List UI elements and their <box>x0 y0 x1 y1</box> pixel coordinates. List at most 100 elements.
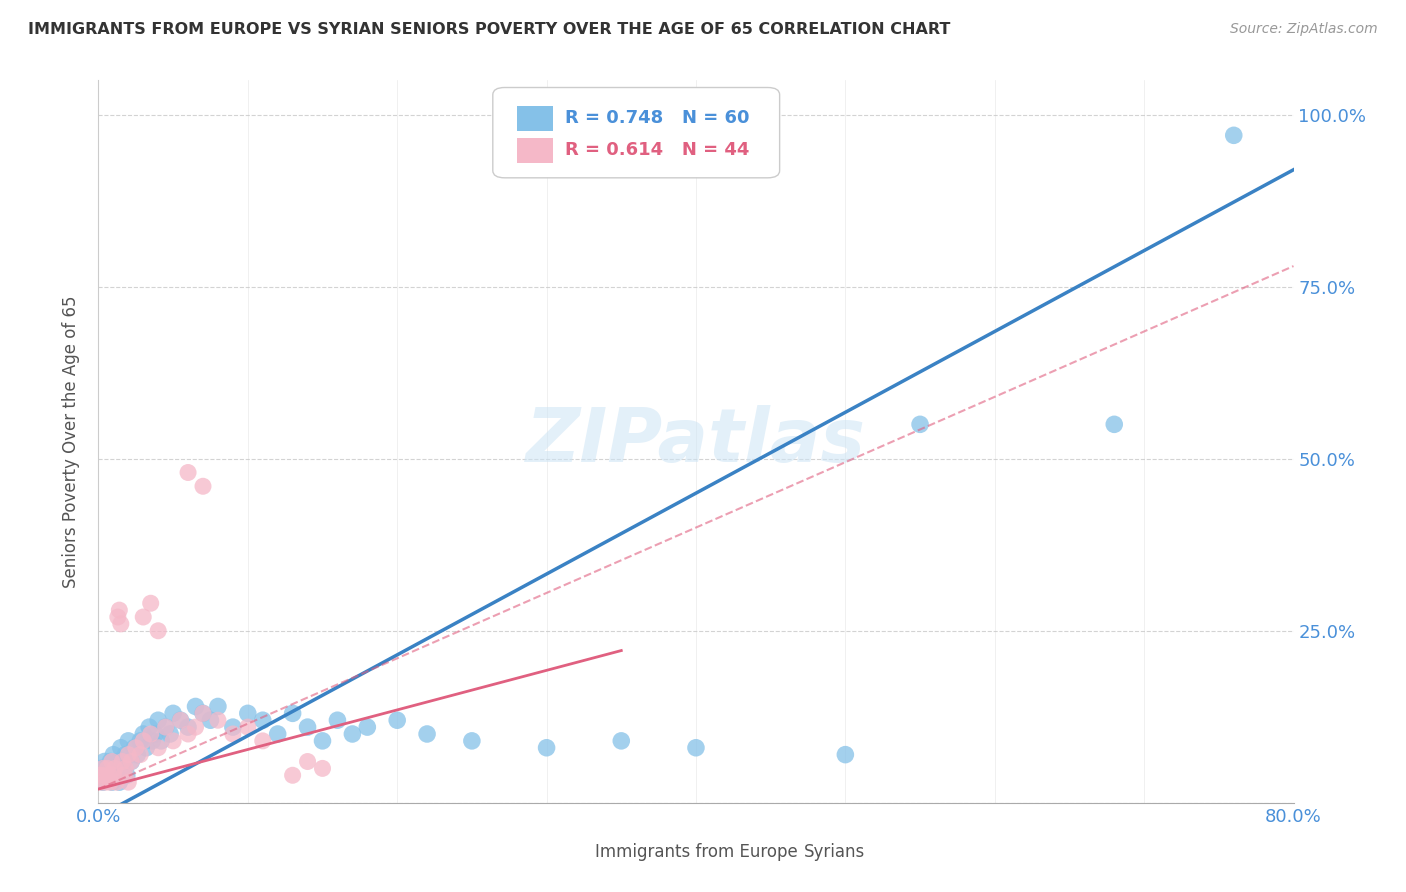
Point <box>143 727 166 741</box>
Point <box>114 747 136 762</box>
FancyBboxPatch shape <box>547 838 572 857</box>
Point <box>148 624 170 638</box>
Point <box>104 761 127 775</box>
Point <box>297 720 319 734</box>
Point <box>129 747 152 762</box>
Point <box>191 706 214 721</box>
Point <box>252 713 274 727</box>
FancyBboxPatch shape <box>517 138 553 163</box>
Point <box>117 747 139 762</box>
Point <box>117 734 139 748</box>
Point <box>97 768 120 782</box>
Point <box>311 761 333 775</box>
Point <box>184 720 207 734</box>
Point <box>115 768 138 782</box>
Point <box>177 727 200 741</box>
Point <box>297 755 319 769</box>
Point <box>90 775 112 789</box>
Point <box>162 734 184 748</box>
Point <box>267 727 290 741</box>
Point <box>93 768 115 782</box>
Point <box>610 734 633 748</box>
Point <box>96 761 118 775</box>
Point <box>461 734 484 748</box>
Point <box>105 768 128 782</box>
Point <box>162 706 184 721</box>
Point <box>110 740 132 755</box>
Point <box>108 603 131 617</box>
Point <box>148 713 170 727</box>
Point <box>104 761 127 775</box>
Text: Immigrants from Europe: Immigrants from Europe <box>595 843 797 861</box>
Point <box>1104 417 1126 432</box>
Point <box>127 747 149 762</box>
Point <box>96 761 118 775</box>
Point <box>120 755 142 769</box>
Point <box>117 775 139 789</box>
Text: ZIPatlas: ZIPatlas <box>526 405 866 478</box>
Point <box>342 727 364 741</box>
Point <box>129 734 152 748</box>
Point <box>103 768 125 782</box>
Point <box>110 616 132 631</box>
Point <box>236 706 259 721</box>
Point <box>132 727 155 741</box>
Point <box>93 755 115 769</box>
Point <box>139 596 162 610</box>
Point <box>108 775 131 789</box>
Point <box>834 747 856 762</box>
Point <box>150 734 173 748</box>
Point <box>416 727 439 741</box>
Point <box>98 755 122 769</box>
Point <box>169 713 191 727</box>
Text: Syrians: Syrians <box>804 843 865 861</box>
Point <box>105 775 128 789</box>
Point <box>107 610 129 624</box>
Point <box>114 761 136 775</box>
Point <box>120 755 142 769</box>
Point <box>326 713 349 727</box>
Point <box>311 734 333 748</box>
Point <box>252 734 274 748</box>
Point <box>98 775 122 789</box>
FancyBboxPatch shape <box>494 87 780 178</box>
Point <box>90 761 112 775</box>
Point <box>191 706 214 721</box>
Point <box>132 610 155 624</box>
Point <box>139 727 162 741</box>
Point <box>685 740 707 755</box>
Point <box>177 466 200 480</box>
Text: Source: ZipAtlas.com: Source: ZipAtlas.com <box>1230 22 1378 37</box>
Point <box>148 740 170 755</box>
Point <box>281 706 304 721</box>
Point <box>89 768 111 782</box>
Point <box>91 761 114 775</box>
Point <box>184 699 207 714</box>
Point <box>222 720 245 734</box>
Point <box>169 713 191 727</box>
Point <box>155 720 177 734</box>
Point <box>101 775 124 789</box>
Point <box>207 713 229 727</box>
Point <box>155 720 177 734</box>
Point <box>200 713 222 727</box>
Point <box>94 775 117 789</box>
Point <box>111 761 134 775</box>
FancyBboxPatch shape <box>773 838 800 857</box>
Point <box>124 740 146 755</box>
Point <box>356 720 378 734</box>
Point <box>97 768 120 782</box>
Point <box>159 727 181 741</box>
Point <box>141 734 163 748</box>
Point <box>107 755 129 769</box>
Text: R = 0.614   N = 44: R = 0.614 N = 44 <box>565 141 749 160</box>
Point <box>236 720 259 734</box>
Point <box>91 775 114 789</box>
Point <box>1223 128 1246 143</box>
Point <box>112 768 135 782</box>
Point <box>103 747 125 762</box>
Point <box>177 720 200 734</box>
Point <box>111 755 134 769</box>
Point <box>207 699 229 714</box>
Point <box>138 720 160 734</box>
